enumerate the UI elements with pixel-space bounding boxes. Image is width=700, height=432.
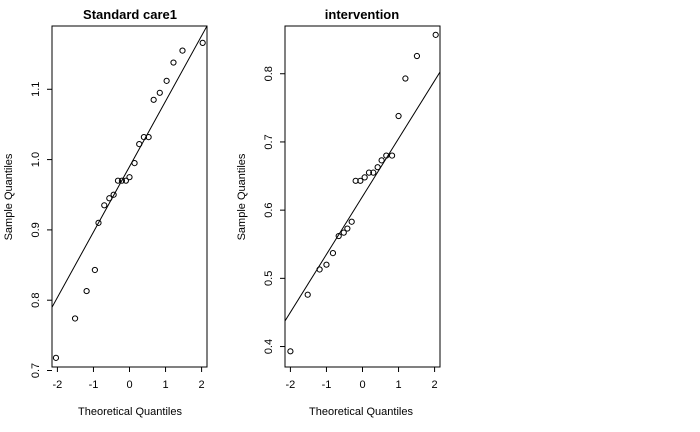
data-point xyxy=(179,47,186,54)
data-point xyxy=(395,112,402,120)
y-tick-label: 1.1 xyxy=(30,82,42,97)
data-point xyxy=(365,169,373,176)
data-point xyxy=(199,39,206,46)
data-point xyxy=(52,354,60,361)
data-point xyxy=(95,219,102,226)
data-point xyxy=(118,177,126,184)
data-point xyxy=(352,177,359,184)
data-point xyxy=(378,157,385,164)
y-tick-label: 0.8 xyxy=(263,66,275,81)
x-tick-label: 0 xyxy=(359,379,365,391)
x-tick-label: -1 xyxy=(89,379,99,391)
data-point xyxy=(402,75,409,82)
data-point xyxy=(357,177,364,184)
data-point xyxy=(287,348,294,355)
data-point xyxy=(374,164,381,171)
panel-standard-care: Standard care1 Theoretical Quantiles Sam… xyxy=(3,7,208,418)
data-point xyxy=(122,177,129,184)
data-point xyxy=(329,250,337,257)
data-point xyxy=(131,160,138,167)
chart-title: Standard care1 xyxy=(83,7,177,22)
data-point xyxy=(383,152,390,159)
data-point xyxy=(91,266,98,274)
data-point xyxy=(340,229,347,236)
y-tick-label: 0.6 xyxy=(263,202,275,217)
data-point xyxy=(316,266,323,273)
data-point xyxy=(432,31,439,38)
y-tick-label: 0.9 xyxy=(30,222,42,237)
data-point xyxy=(83,287,90,295)
data-point xyxy=(170,59,177,66)
data-point xyxy=(136,141,143,148)
data-point xyxy=(145,133,152,141)
data-point xyxy=(304,291,311,298)
y-axis-label: Sample Quantiles xyxy=(3,153,15,240)
x-tick-label: 0 xyxy=(126,379,132,391)
qq-reference-line xyxy=(52,26,207,308)
data-point xyxy=(344,225,351,232)
x-axis-label: Theoretical Quantiles xyxy=(309,406,413,418)
y-axis-label: Sample Quantiles xyxy=(236,153,248,240)
x-tick-label: 1 xyxy=(162,379,168,391)
data-point xyxy=(101,202,108,209)
chart-title: intervention xyxy=(325,7,399,22)
qq-reference-line xyxy=(285,71,440,322)
data-point xyxy=(348,218,355,225)
x-tick-label: -1 xyxy=(322,379,332,391)
data-point xyxy=(150,96,157,103)
y-tick-label: 0.7 xyxy=(263,134,275,149)
x-tick-label: -2 xyxy=(286,379,296,391)
x-tick-label: 2 xyxy=(432,379,438,391)
y-tick-label: 0.8 xyxy=(30,293,42,308)
y-tick-label: 0.5 xyxy=(263,271,275,286)
data-point xyxy=(126,174,133,181)
data-point xyxy=(71,315,79,322)
data-point xyxy=(156,89,163,96)
x-tick-label: 2 xyxy=(199,379,205,391)
data-point xyxy=(361,174,368,181)
panel-intervention: intervention Theoretical Quantiles Sampl… xyxy=(236,7,441,418)
y-tick-label: 1.0 xyxy=(30,152,42,167)
y-tick-label: 0.4 xyxy=(263,339,275,354)
data-point xyxy=(388,152,396,159)
data-point xyxy=(114,177,122,184)
x-axis-label: Theoretical Quantiles xyxy=(78,406,182,418)
data-point xyxy=(413,52,421,60)
x-tick-label: -2 xyxy=(53,379,63,391)
data-point xyxy=(335,232,342,240)
data-point xyxy=(110,191,117,198)
data-point xyxy=(323,261,330,268)
data-point xyxy=(370,169,377,176)
data-point xyxy=(163,77,170,84)
data-point xyxy=(140,133,148,141)
x-tick-label: 1 xyxy=(395,379,401,391)
data-point xyxy=(106,195,113,202)
y-tick-label: 0.7 xyxy=(30,363,42,378)
